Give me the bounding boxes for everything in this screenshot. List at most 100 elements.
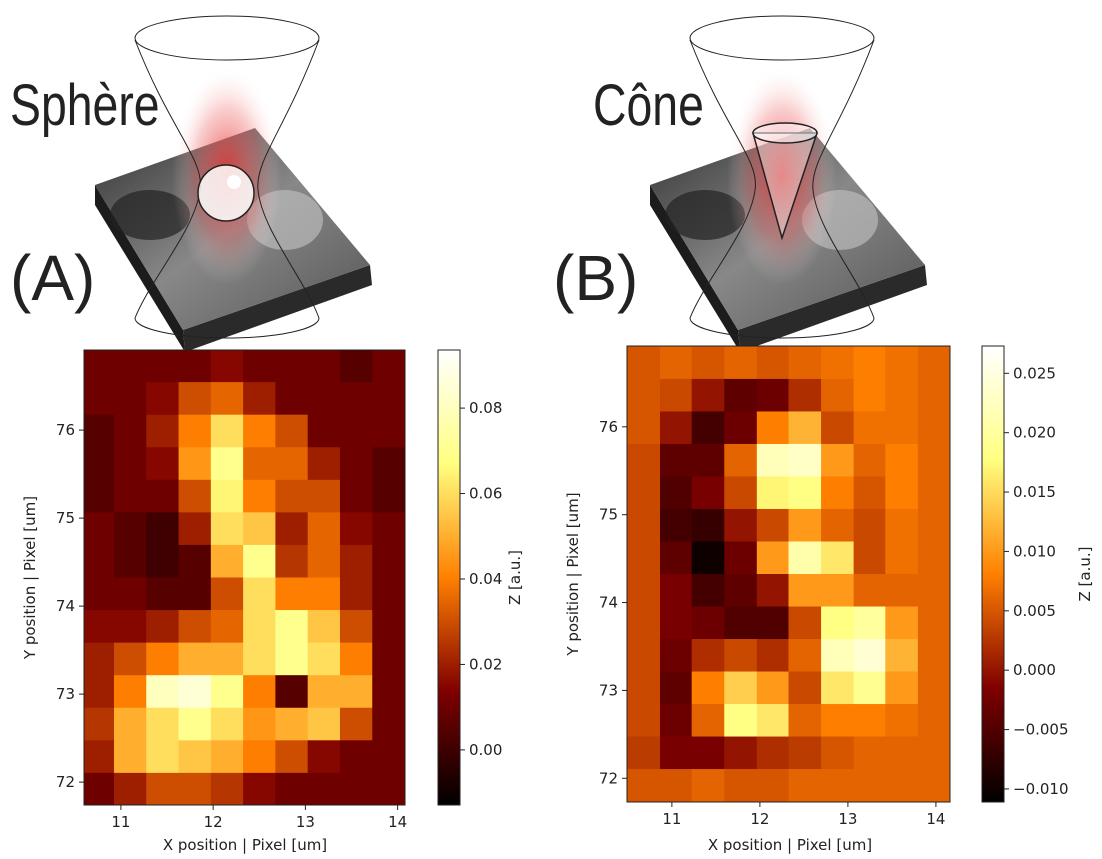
heatmap-cell [84, 350, 115, 383]
heatmap-cell [113, 707, 147, 741]
heatmap-cell [885, 443, 919, 478]
heatmap-cell [756, 508, 790, 543]
colorbar [981, 345, 1005, 803]
heatmap-cell [691, 476, 725, 510]
heatmap-cell [307, 350, 341, 383]
x-axis-label: X position | Pixel [um] [163, 836, 327, 854]
y-axis-label: Y position | Pixel [um] [21, 496, 39, 660]
heatmap-cell [210, 642, 244, 676]
heatmap-cell [788, 736, 822, 770]
heatmap-cell [178, 447, 212, 481]
heatmap-cell [788, 508, 822, 543]
heatmap-cell [275, 414, 309, 448]
heatmap-cell [372, 577, 405, 611]
heatmap-cell [724, 769, 758, 802]
heatmap-cell [243, 772, 277, 805]
colorbar-tick-label: 0.015 [1013, 483, 1056, 501]
heatmap-cell [627, 443, 661, 478]
heatmap-cell [885, 541, 919, 575]
illustration-title: Sphère [10, 73, 160, 138]
heatmap-cell [307, 707, 341, 741]
heatmap-cell [660, 346, 694, 380]
heatmap-cell [146, 479, 180, 513]
heatmap-cell [243, 382, 277, 416]
y-tick-label: 76 [56, 421, 75, 439]
heatmap-cell [691, 736, 725, 770]
heatmap-cell [853, 411, 887, 445]
heatmap-cell [724, 606, 758, 640]
heatmap-cell [660, 639, 694, 673]
heatmap-cell [885, 769, 919, 802]
heatmap-cell [84, 414, 115, 448]
y-tick-label: 73 [56, 685, 75, 703]
colorbar-tick-label: 0.04 [469, 570, 502, 588]
y-tick-label: 74 [56, 597, 75, 615]
heatmap-cell [178, 382, 212, 416]
heatmap-cell [627, 671, 661, 705]
heatmap-cell [724, 346, 758, 380]
heatmap-cell [627, 541, 661, 575]
heatmap-cell [84, 447, 115, 481]
heatmap-cell [917, 411, 950, 445]
heatmap-cell [178, 544, 212, 579]
heatmap-cell [660, 704, 694, 738]
heatmap-cell [853, 671, 887, 705]
panel-label: (B) [553, 242, 638, 314]
heatmap-cell [146, 512, 180, 546]
heatmap-cell [275, 479, 309, 513]
heatmap-cell [756, 736, 790, 770]
x-tick-label: 11 [111, 813, 130, 831]
heatmap-cell [885, 411, 919, 445]
heatmap-cell [917, 443, 950, 478]
heatmap-cell [372, 610, 405, 644]
heatmap-cell [821, 378, 855, 413]
heatmap-cell [627, 769, 661, 802]
heatmap-cell [307, 544, 341, 579]
heatmap-cell [885, 378, 919, 413]
heatmap-cell [660, 443, 694, 478]
heatmap-cell [788, 606, 822, 640]
heatmap-cell [275, 610, 309, 644]
heatmap-cell [178, 350, 212, 383]
heatmap-cell [372, 447, 405, 481]
x-tick-label: 12 [750, 810, 769, 828]
heatmap-cell [275, 577, 309, 611]
heatmap-cell [275, 707, 309, 741]
heatmap-cell [627, 378, 661, 413]
heatmap-cell [243, 350, 277, 383]
heatmap-cell [788, 378, 822, 413]
heatmap-cell [691, 769, 725, 802]
heatmap-cell [372, 414, 405, 448]
colorbar [437, 349, 461, 806]
heatmap-cell [372, 512, 405, 546]
heatmap-cell [243, 512, 277, 546]
heatmap-cell [917, 639, 950, 673]
heatmap-cell [788, 541, 822, 575]
heatmap-cell [756, 443, 790, 478]
heatmap-cell [84, 642, 115, 676]
heatmap-cell [724, 704, 758, 738]
heatmap-cell [691, 346, 725, 380]
heatmap-cell [210, 707, 244, 741]
heatmap-cell [113, 479, 147, 513]
y-tick-label: 72 [599, 769, 618, 787]
heatmap-cell [84, 544, 115, 579]
heatmap-cell [178, 414, 212, 448]
heatmap-cell [853, 443, 887, 478]
heatmap-cell [339, 447, 373, 481]
heatmap-cell [113, 610, 147, 644]
heatmap-cell [756, 704, 790, 738]
heatmap-cell [724, 508, 758, 543]
colorbar-tick-label: 0.02 [469, 655, 502, 673]
heatmap-cell [660, 476, 694, 510]
heatmap-cell [146, 350, 180, 383]
heatmap-cell [821, 541, 855, 575]
heatmap-cell [339, 577, 373, 611]
heatmap-cell [853, 508, 887, 543]
heatmap-cell [307, 577, 341, 611]
heatmap-cell [756, 606, 790, 640]
heatmap-cell [691, 411, 725, 445]
illustration-cone [650, 15, 927, 352]
heatmap-cell [307, 772, 341, 805]
illustration-sphere [95, 15, 372, 352]
